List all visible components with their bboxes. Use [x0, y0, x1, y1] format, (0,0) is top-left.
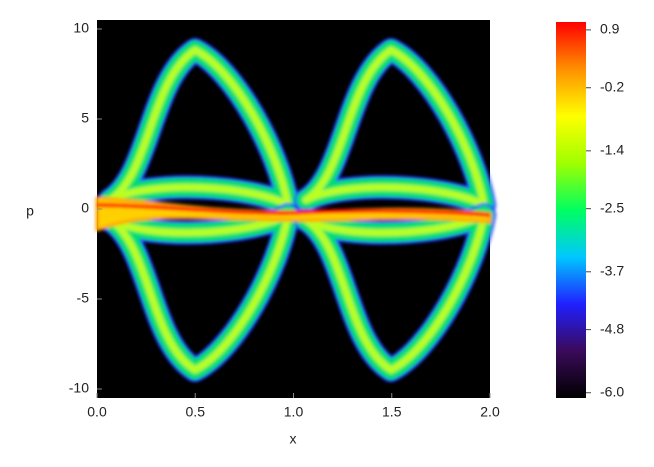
colorbar-tick-label: -4.8 — [600, 320, 624, 336]
colorbar — [556, 22, 586, 398]
x-tick-label: 1.0 — [284, 404, 304, 420]
colorbar-tick-label: -3.7 — [600, 262, 624, 278]
x-tick-label: 1.5 — [382, 404, 402, 420]
colorbar-tick-label: -0.2 — [600, 78, 624, 94]
colorbar-tick-label: -2.5 — [600, 199, 624, 215]
phase-space-pattern — [95, 38, 496, 382]
x-tick-label: 2.0 — [480, 404, 500, 420]
y-tick-label: -10 — [69, 380, 89, 396]
period-2 — [294, 38, 496, 382]
colorbar-tick-label: -6.0 — [600, 383, 624, 399]
y-tick-label: 10 — [73, 20, 89, 36]
y-tick-label: -5 — [77, 290, 90, 306]
y-axis-label: p — [26, 203, 34, 219]
x-tick-label: 0.5 — [186, 404, 206, 420]
colorbar-tick-label: 0.9 — [600, 21, 620, 37]
y-tick-label: 0 — [81, 200, 89, 216]
x-tick-label: 0.0 — [87, 404, 107, 420]
colorbar-tick-label: -1.4 — [600, 142, 624, 158]
x-axis-label: x — [290, 431, 297, 447]
y-tick-label: 5 — [81, 110, 89, 126]
period-1 — [98, 38, 300, 382]
